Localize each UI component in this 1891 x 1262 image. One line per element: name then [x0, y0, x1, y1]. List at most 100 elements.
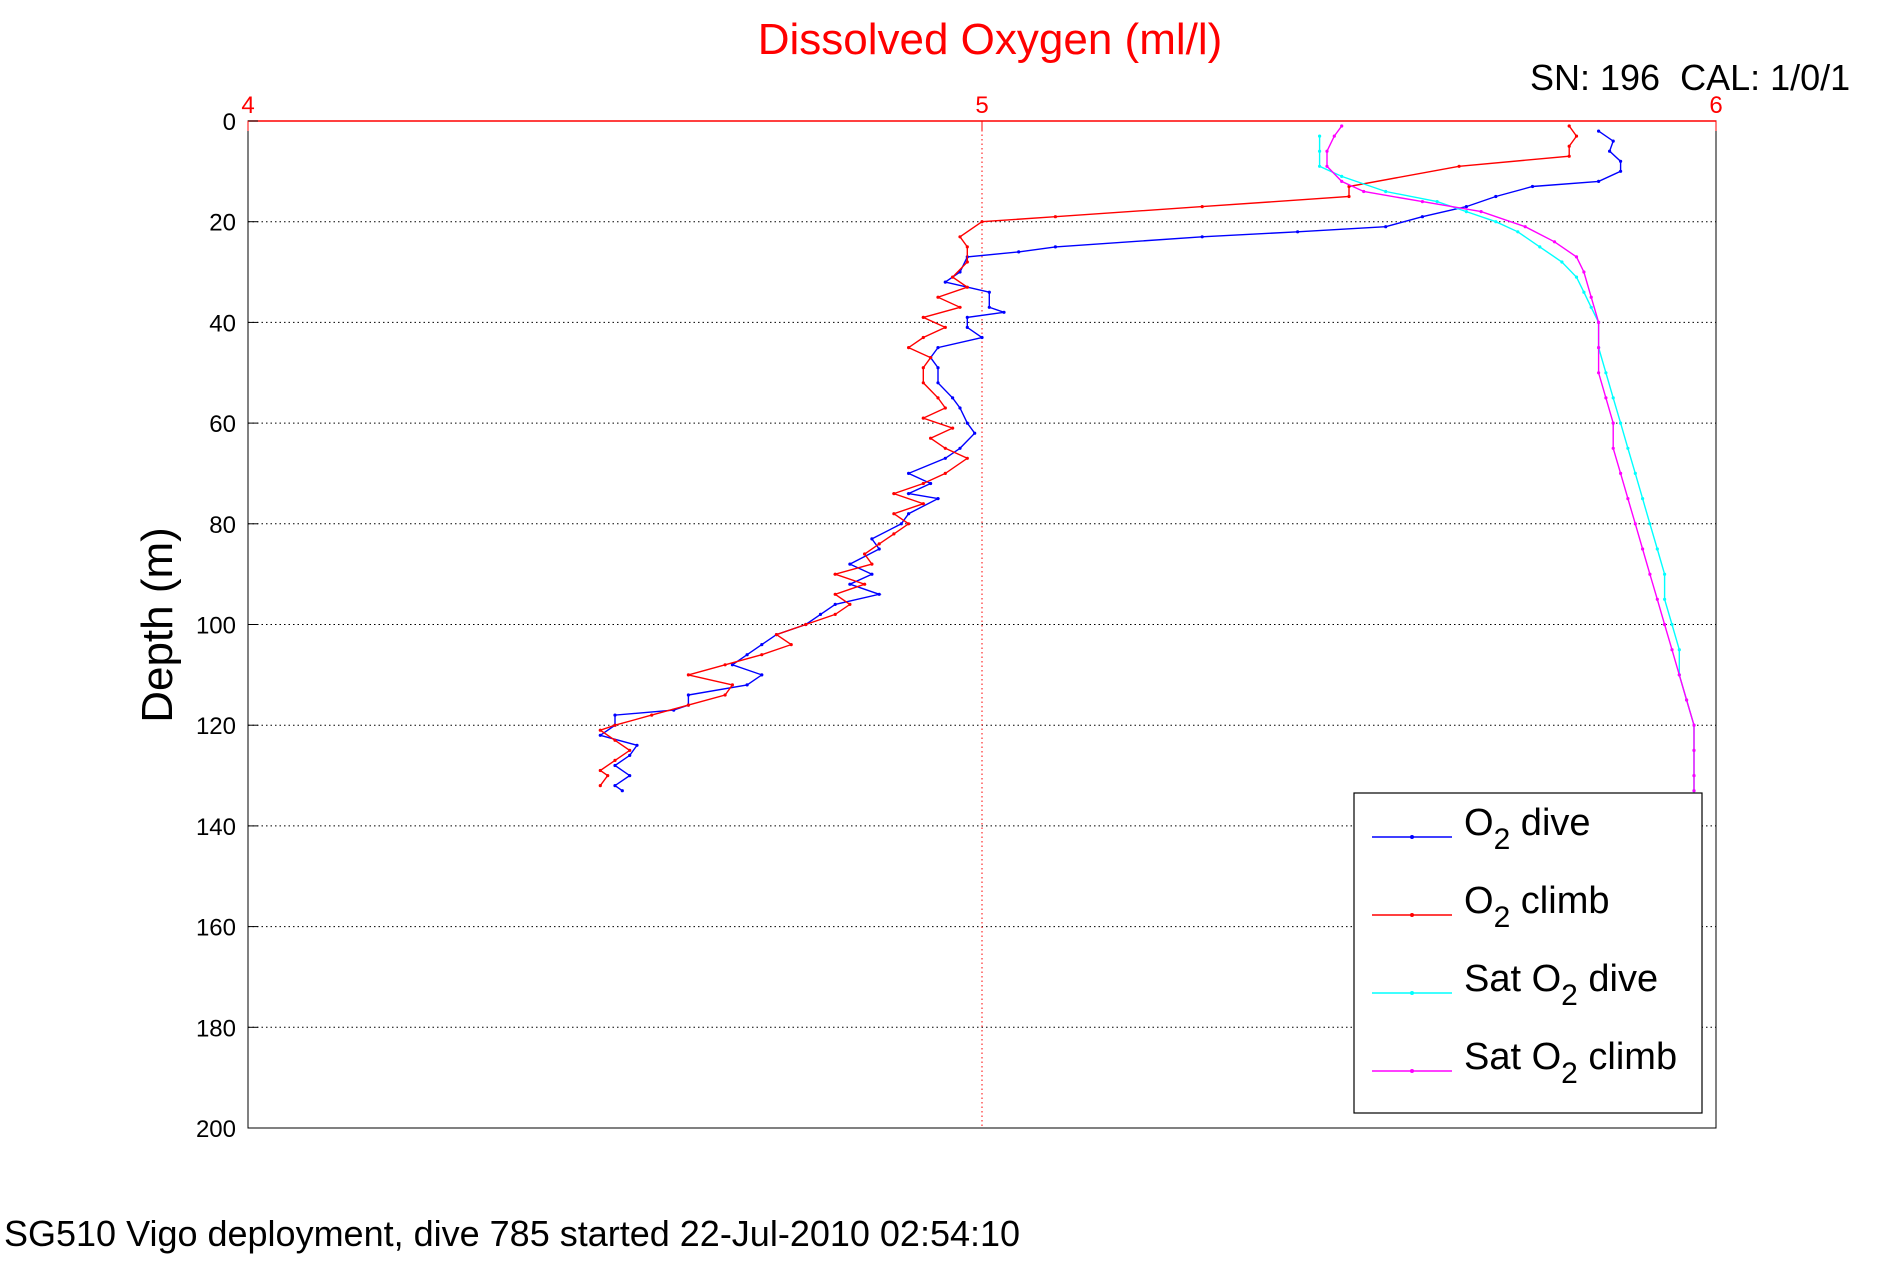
data-point [1318, 164, 1322, 168]
data-point [965, 315, 969, 319]
data-point [686, 703, 691, 707]
y-tick-label: 40 [209, 310, 236, 337]
data-point [987, 290, 991, 294]
data-point [1420, 200, 1424, 204]
data-point [936, 381, 940, 385]
data-point [921, 315, 925, 319]
data-point [1340, 174, 1344, 178]
data-point [1479, 210, 1483, 214]
data-point [1574, 255, 1579, 259]
data-point [628, 748, 632, 753]
data-point [1597, 320, 1601, 324]
data-point [848, 602, 852, 607]
data-point [965, 421, 969, 425]
data-point [958, 446, 962, 450]
y-tick-label: 20 [209, 210, 236, 237]
data-point [1670, 622, 1674, 627]
y-tick-label: 120 [196, 713, 236, 740]
y-tick-label: 80 [209, 512, 236, 539]
data-point [628, 753, 632, 758]
data-point [613, 784, 617, 788]
data-point [1677, 673, 1681, 677]
legend-item: Sat O2 climb [1372, 1036, 1677, 1090]
data-point [1589, 295, 1593, 299]
data-point [1053, 245, 1057, 249]
data-point [907, 346, 911, 350]
data-point [1589, 305, 1593, 309]
data-point [613, 738, 617, 742]
data-point [760, 653, 764, 657]
data-point [804, 622, 808, 627]
data-point [1494, 194, 1498, 199]
data-point [686, 673, 691, 677]
data-point [1296, 230, 1300, 234]
axis-ticks: 0 20 40 60 80 100 120 140 160 180 200 4 5 6 [196, 92, 1723, 1143]
data-point [1340, 179, 1344, 183]
caption: SG510 Vigo deployment, dive 785 started … [4, 1213, 1020, 1254]
data-point [1663, 597, 1667, 601]
data-point [1347, 194, 1351, 199]
data-point [965, 260, 969, 264]
legend-item: O2 dive [1372, 802, 1591, 856]
data-point [598, 728, 602, 732]
legend-marker [1410, 835, 1414, 839]
data-point [1685, 698, 1689, 702]
data-point [1648, 572, 1652, 576]
data-point [598, 784, 602, 788]
data-point [1692, 748, 1696, 753]
y-tick-label: 0 [223, 109, 236, 136]
data-point [613, 763, 617, 768]
x-tick-label: 6 [1709, 92, 1722, 119]
data-point [870, 572, 874, 576]
data-point [1582, 270, 1586, 274]
data-point [628, 774, 632, 778]
series-4 [1325, 124, 1696, 793]
data-point [1053, 215, 1057, 219]
data-point [921, 481, 925, 486]
data-point [943, 280, 947, 284]
data-point [943, 406, 947, 410]
data-point [1574, 275, 1579, 279]
data-point [951, 396, 955, 400]
data-point [943, 446, 947, 450]
data-point [980, 335, 984, 340]
data-point [899, 522, 903, 526]
data-point [1435, 200, 1439, 204]
chart-title: Dissolved Oxygen (ml/l) [758, 15, 1223, 64]
data-point [1567, 144, 1571, 148]
data-point [1604, 396, 1608, 400]
y-tick-label: 180 [196, 1015, 236, 1042]
data-point [1633, 522, 1637, 526]
data-point [921, 335, 925, 340]
data-point [877, 542, 881, 546]
data-point [774, 633, 779, 637]
data-point [833, 592, 837, 596]
legend-box [1353, 792, 1703, 1114]
data-point [921, 502, 925, 506]
data-point [1604, 371, 1608, 375]
y-tick-label: 140 [196, 814, 236, 841]
data-point [892, 492, 896, 496]
data-point [907, 512, 911, 516]
legend-marker [1410, 991, 1414, 995]
legend-label: O2 dive [1464, 802, 1591, 856]
series-1 [598, 129, 1623, 793]
data-point [943, 325, 947, 329]
data-point [951, 426, 955, 430]
data-point [613, 713, 617, 717]
data-point [620, 789, 624, 793]
data-point [1582, 290, 1586, 294]
data-point [613, 723, 617, 727]
data-point [877, 547, 881, 551]
data-point [1420, 215, 1424, 219]
data-point [951, 275, 955, 279]
legend-marker [1410, 913, 1414, 917]
data-point [1552, 240, 1557, 244]
data-point [730, 663, 735, 667]
data-point [921, 366, 925, 370]
data-point [936, 396, 940, 400]
data-point [863, 552, 867, 556]
x-tick-label: 5 [975, 92, 988, 119]
data-point [936, 346, 940, 350]
data-point [936, 295, 940, 299]
